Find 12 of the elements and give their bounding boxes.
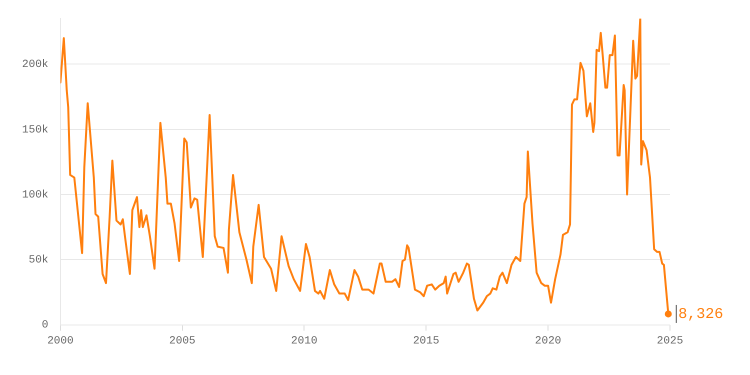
x-tick-label: 2010 — [291, 335, 318, 348]
x-tick-label: 2020 — [534, 335, 562, 348]
y-tick-label: 150k — [22, 124, 49, 136]
annotation: 8,326 — [678, 306, 724, 323]
x-tick-label: 2015 — [412, 335, 440, 348]
y-tick-label: 0 — [42, 320, 48, 332]
x-tick-label: 2000 — [47, 335, 74, 348]
y-tick-label: 200k — [22, 59, 49, 72]
y-tick-label: 100k — [22, 189, 49, 202]
y-tick-label: 50k — [28, 254, 49, 267]
x-tick-label: 2025 — [656, 335, 684, 348]
x-tick-label: 2005 — [169, 335, 196, 348]
